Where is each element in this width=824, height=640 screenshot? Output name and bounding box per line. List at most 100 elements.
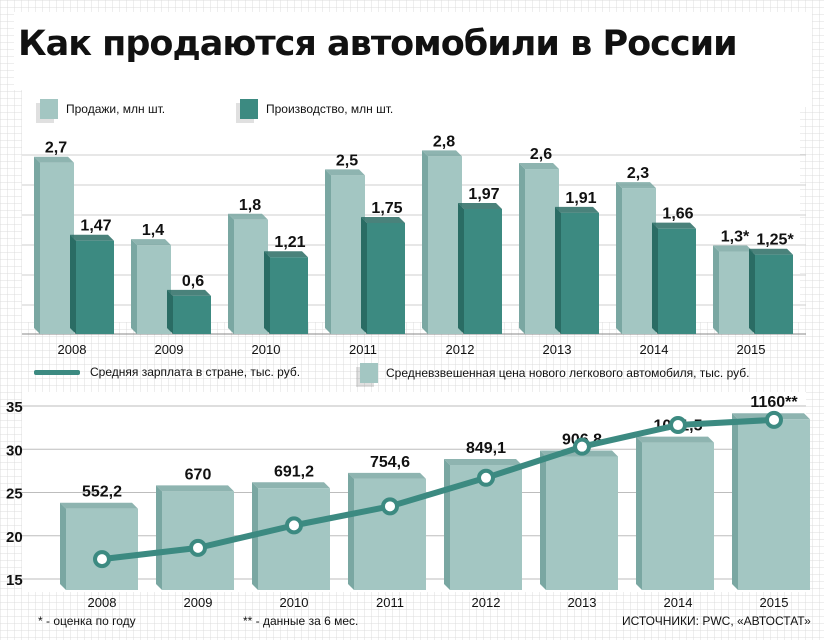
sales-label-2008: 2,7 — [45, 140, 67, 157]
top-xtick-2008: 2008 — [58, 342, 87, 357]
production-bar-2014-top — [652, 222, 696, 229]
legend-sales: Продажи, млн шт. — [40, 99, 165, 119]
sales-bar-2009 — [131, 239, 171, 334]
price-bar-2010-front — [258, 488, 330, 590]
legend-price: Средневзвешенная цена нового легкового а… — [360, 363, 749, 383]
price-bar-2011 — [348, 472, 426, 590]
salary-line-series — [93, 410, 783, 569]
production-bar-2008 — [70, 234, 114, 334]
production-bar-2011-side — [361, 216, 367, 334]
sales-label-2010: 1,8 — [239, 197, 261, 214]
production-label-2015: 1,25* — [756, 232, 794, 249]
legend-price-swatch — [360, 363, 378, 383]
bottom-xtick-2011: 2011 — [376, 595, 404, 610]
footnote-estimate: * - оценка по году — [38, 614, 136, 628]
production-bar-2015 — [749, 248, 793, 334]
sales-bar-2009-top — [131, 239, 171, 246]
sales-bar-2014-top — [616, 182, 656, 189]
price-label-2008: 552,2 — [82, 484, 122, 501]
salary-ytick-30: 30 — [6, 442, 23, 459]
sales-bar-2014 — [616, 182, 656, 334]
footnote-six-months: ** - данные за 6 мес. — [243, 614, 359, 628]
production-label-2009: 0,6 — [182, 273, 204, 290]
bottom-xtick-2013: 2013 — [568, 595, 597, 610]
price-bar-2011-top — [348, 472, 426, 479]
legend-production: Производство, млн шт. — [240, 99, 393, 119]
production-bar-2014-side — [652, 222, 658, 334]
sales-bar-2015-side — [713, 245, 719, 334]
production-label-2008: 1,47 — [80, 218, 111, 235]
salary-ytick-25: 25 — [6, 486, 23, 503]
top-xtick-2011: 2011 — [349, 342, 377, 357]
sales-bar-2008-front — [40, 162, 74, 334]
production-bar-2011 — [361, 216, 405, 334]
bottom-xtick-2008: 2008 — [88, 595, 117, 610]
price-label-2010: 691,2 — [274, 463, 314, 480]
sales-bar-2010-front — [234, 219, 268, 334]
salary-point-2011 — [381, 497, 399, 516]
sales-bar-2009-front — [137, 245, 171, 334]
production-bar-2013-front — [561, 212, 599, 334]
price-bar-2013-front — [546, 456, 618, 590]
salary-point-2012 — [477, 468, 495, 487]
sales-bar-2015-top — [713, 245, 753, 252]
salary-ytick-15: 15 — [6, 572, 23, 589]
top-chart-x-ticks: 2008 2009 2010 2011 2012 2013 2014 2015 — [58, 342, 766, 357]
price-bar-2015-front — [738, 419, 810, 590]
legend-sales-swatch — [40, 99, 58, 119]
sales-label-2009: 1,4 — [142, 222, 164, 239]
sales-bar-2009-side — [131, 239, 137, 334]
sales-label-2012: 2,8 — [433, 133, 455, 150]
sales-bar-2015 — [713, 245, 753, 334]
price-bar-2008-side — [60, 502, 66, 590]
production-bar-2008-top — [70, 234, 114, 241]
salary-point-2013 — [573, 437, 591, 456]
salary-point-2009 — [189, 538, 207, 557]
sales-bar-2011 — [325, 169, 365, 334]
legend-price-label: Средневзвешенная цена нового легкового а… — [386, 366, 750, 380]
price-bar-2014-front — [642, 442, 714, 590]
production-bar-2012-front — [464, 209, 502, 334]
top-xtick-2009: 2009 — [155, 342, 184, 357]
production-bar-2013 — [555, 206, 599, 334]
bottom-xtick-2015: 2015 — [760, 595, 789, 610]
production-bar-2012 — [458, 203, 502, 334]
sales-label-2014: 2,3 — [627, 165, 649, 182]
price-bar-2008 — [60, 502, 138, 590]
price-label-2009: 670 — [185, 466, 212, 483]
sales-bar-2011-top — [325, 169, 365, 176]
legend-salary-swatch — [34, 369, 80, 375]
price-bar-2012-side — [444, 459, 450, 590]
bottom-xtick-2014: 2014 — [664, 595, 693, 610]
sales-bar-2011-front — [331, 175, 365, 334]
sales-bar-2008-side — [34, 156, 40, 334]
top-xtick-2014: 2014 — [640, 342, 669, 357]
price-bar-2014-top — [636, 436, 714, 443]
production-bar-2014 — [652, 222, 696, 334]
sales-label-2011: 2,5 — [336, 152, 358, 169]
salary-point-2010 — [285, 516, 303, 535]
sales-bar-2015-front — [719, 251, 753, 334]
price-bar-2010 — [252, 482, 330, 590]
price-bar-2014 — [636, 436, 714, 590]
bottom-xtick-2009: 2009 — [184, 595, 213, 610]
production-label-2014: 1,66 — [662, 206, 693, 223]
page-title: Как продаются автомобили в России — [18, 24, 738, 64]
production-bar-2011-front — [367, 222, 405, 334]
production-label-2012: 1,97 — [468, 186, 499, 203]
production-bar-2008-front — [76, 240, 114, 334]
price-bar-2011-side — [348, 472, 354, 590]
salary-line — [101, 416, 775, 563]
production-bar-2012-top — [458, 203, 502, 210]
production-bar-2014-front — [658, 228, 696, 334]
production-bar-2010-top — [264, 251, 308, 258]
salary-point-2015 — [765, 410, 783, 429]
price-bar-2013-side — [540, 450, 546, 590]
top-xtick-2013: 2013 — [543, 342, 572, 357]
production-bar-2012-side — [458, 203, 464, 334]
sales-bar-2010-top — [228, 213, 268, 220]
production-bar-2010-side — [264, 251, 270, 334]
sales-bar-2012-front — [428, 156, 462, 334]
sales-bar-2013-front — [525, 169, 559, 334]
